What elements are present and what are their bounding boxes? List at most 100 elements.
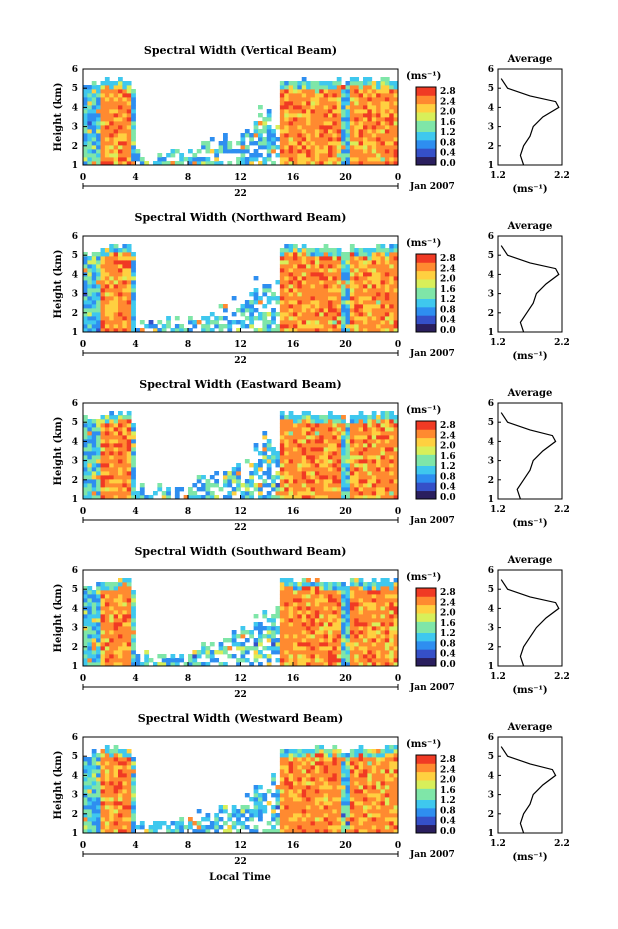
heatmap-cell xyxy=(358,789,364,794)
heatmap-cell xyxy=(284,316,290,321)
heatmap-cell xyxy=(118,125,123,130)
heatmap-cell xyxy=(328,280,333,285)
heatmap-cell xyxy=(293,813,298,818)
heatmap-cell xyxy=(284,614,290,619)
heatmap-cell xyxy=(118,121,123,126)
heatmap-cell xyxy=(354,252,360,257)
heatmap-cell xyxy=(279,801,285,806)
heatmap-cell xyxy=(297,491,303,496)
heatmap-cell xyxy=(341,141,346,146)
heatmap-cell xyxy=(354,602,360,607)
heatmap-cell xyxy=(384,431,390,436)
heatmap-cell xyxy=(104,427,110,432)
heatmap-cell xyxy=(345,769,351,774)
heatmap-cell xyxy=(96,113,101,118)
heatmap-cell xyxy=(310,753,316,758)
heatmap-cell xyxy=(345,829,351,834)
heatmap-cell xyxy=(376,586,381,591)
heatmap-cell xyxy=(144,654,150,659)
colorbar-band xyxy=(416,106,436,110)
heatmap-cell xyxy=(122,769,128,774)
heatmap-cell xyxy=(201,141,206,146)
heatmap-cell xyxy=(380,280,386,285)
heatmap-cell xyxy=(389,459,395,464)
heatmap-cell xyxy=(323,463,329,468)
heatmap-cell xyxy=(349,81,355,86)
heatmap-cell xyxy=(354,109,360,114)
heatmap-cell xyxy=(328,813,333,818)
heatmap-cell xyxy=(328,459,333,464)
heatmap-cell xyxy=(109,443,115,448)
heatmap-cell xyxy=(122,435,128,440)
heatmap-cell xyxy=(358,598,364,603)
colorbar-tick-label: 2.8 xyxy=(440,421,456,431)
heatmap-cell xyxy=(376,113,381,118)
heatmap-cell xyxy=(240,304,246,309)
heatmap-cell xyxy=(271,149,276,154)
heatmap-cell xyxy=(109,491,115,496)
heatmap-cell xyxy=(157,821,163,826)
heatmap-cell xyxy=(358,797,364,802)
heatmap-cell xyxy=(328,622,333,627)
heatmap-cell xyxy=(205,817,211,822)
heatmap-cell xyxy=(363,419,368,424)
heatmap-cell xyxy=(118,284,123,289)
heatmap-cell xyxy=(118,805,123,810)
heatmap-cell xyxy=(341,443,346,448)
heatmap-cell xyxy=(332,777,338,782)
heatmap-cell xyxy=(279,785,285,790)
heatmap-cell xyxy=(288,769,294,774)
colorbar-band xyxy=(416,120,436,124)
heatmap-cell xyxy=(284,97,290,102)
heatmap-cell xyxy=(109,157,115,162)
heatmap-cell xyxy=(126,805,132,810)
y-tick-label: 5 xyxy=(72,418,78,428)
heatmap-cell xyxy=(96,582,101,587)
heatmap-cell xyxy=(301,101,307,106)
heatmap-cell xyxy=(323,650,329,655)
heatmap-cell xyxy=(389,149,395,154)
heatmap-cell xyxy=(109,825,115,830)
heatmap-cell xyxy=(306,825,311,830)
heatmap-cell xyxy=(384,590,390,595)
heatmap-cell xyxy=(349,483,355,488)
heatmap-cell xyxy=(345,606,351,611)
colorbar-band xyxy=(416,649,436,653)
heatmap-cell xyxy=(279,594,285,599)
heatmap-cell xyxy=(131,813,136,818)
heatmap-cell xyxy=(319,590,325,595)
heatmap-cell xyxy=(253,793,259,798)
heatmap-cell xyxy=(336,638,342,643)
heatmap-cell xyxy=(319,264,325,269)
heatmap-cell xyxy=(336,117,342,122)
heatmap-cell xyxy=(109,141,115,146)
heatmap-cell xyxy=(393,328,399,333)
heatmap-cell xyxy=(310,133,316,138)
heatmap-cell xyxy=(293,101,298,106)
heatmap-cell xyxy=(284,467,290,472)
heatmap-cell xyxy=(288,578,294,583)
heatmap-cell xyxy=(341,753,346,758)
heatmap-cell xyxy=(354,638,360,643)
heatmap-cell xyxy=(376,594,381,599)
heatmap-cell xyxy=(336,618,342,623)
y-tick-label: 1 xyxy=(72,495,78,505)
heatmap-cell xyxy=(126,312,132,317)
heatmap-cell xyxy=(118,93,123,98)
heatmap-cell xyxy=(262,324,268,329)
heatmap-cell xyxy=(358,813,364,818)
heatmap-cell xyxy=(284,793,290,798)
heatmap-cell xyxy=(157,487,163,492)
heatmap-cell xyxy=(367,634,373,639)
heatmap-cell xyxy=(275,650,281,655)
heatmap-cell xyxy=(223,324,228,329)
heatmap-cell xyxy=(253,125,259,130)
heatmap-cell xyxy=(284,248,290,253)
heatmap-cell xyxy=(323,284,329,289)
heatmap-cell xyxy=(336,773,342,778)
heatmap-cell xyxy=(301,578,307,583)
heatmap-cell xyxy=(87,825,93,830)
heatmap-cell xyxy=(332,658,338,663)
heatmap-cell xyxy=(293,785,298,790)
heatmap-cell xyxy=(227,646,233,651)
